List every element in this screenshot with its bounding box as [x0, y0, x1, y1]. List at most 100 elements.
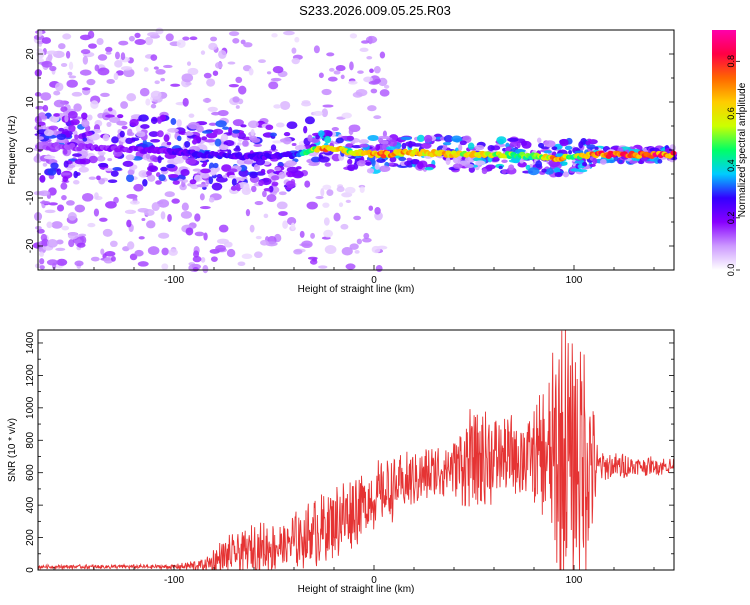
spectrogram-blob [164, 191, 175, 198]
spectrogram-blob [310, 232, 315, 239]
spectrogram-blob [185, 81, 192, 86]
spectrogram-blob [235, 76, 243, 84]
spectrogram-blob [219, 144, 229, 151]
spectrogram-blob [387, 162, 395, 166]
spectrogram-blob [42, 162, 48, 167]
spectrogram-blob [163, 134, 170, 142]
spectrogram-blob [214, 138, 222, 147]
spectrogram-blob [255, 235, 262, 240]
spectrogram-blob [79, 69, 92, 76]
spectrogram-blob [291, 57, 300, 65]
snr-y-tick-label: 0 [25, 567, 36, 573]
spectrogram-blob [157, 155, 162, 164]
spectrogram-blob [365, 161, 372, 166]
snr-series-line [37, 329, 675, 571]
spectrogram-blob [137, 261, 149, 267]
spectrogram-blob [303, 125, 308, 134]
spectrogram-blob [60, 106, 68, 113]
spectrogram-blob [570, 168, 582, 172]
spectrogram-blob [81, 87, 91, 91]
spectrogram-blob [171, 198, 180, 204]
spectrogram-blob [535, 160, 543, 168]
spectrogram-blob [498, 165, 503, 170]
spectrogram-blob [235, 105, 240, 109]
spectrogram-blob [190, 183, 199, 190]
spectrogram-blob [194, 231, 205, 237]
spectrogram-blob [290, 222, 296, 230]
spectrogram-x-label: Height of straight line (km) [298, 284, 415, 295]
colorbar: 0.0 0.2 0.4 0.6 0.8 Normalized spectral ampl… [712, 30, 748, 276]
spectrogram-blob [88, 176, 97, 180]
spectrogram-blob [156, 200, 164, 205]
spectrogram-blob [254, 200, 264, 206]
spectrogram-blob [359, 47, 369, 53]
spectrogram-blob [66, 200, 75, 206]
spectrogram-blob [527, 167, 540, 176]
spectrogram-blob [326, 52, 335, 57]
spectrogram-blob [237, 261, 246, 267]
colorbar-gradient [712, 30, 736, 270]
spectrogram-blob [538, 142, 545, 148]
spectrogram-x-tick-label: 0 [371, 275, 377, 286]
spectrogram-blob [323, 217, 330, 226]
spectrogram-blob [223, 139, 235, 147]
spectrogram-blob [501, 159, 508, 163]
spectrogram-blob [150, 138, 161, 143]
spectrogram-blob [107, 157, 113, 162]
spectrogram-blob [53, 90, 61, 96]
spectrogram-blob [232, 129, 240, 134]
spectrogram-blob [192, 168, 202, 172]
spectrogram-blob [475, 160, 486, 166]
spectrogram-blob [123, 68, 135, 78]
colorbar-ticks: 0.0 0.2 0.4 0.6 0.8 [726, 55, 740, 276]
spectrogram-blob [243, 42, 253, 48]
spectrogram-blob [310, 156, 321, 163]
spectrogram-blob [273, 104, 282, 109]
spectrogram-blob [147, 246, 160, 255]
spectrogram-blob [282, 220, 289, 229]
spectrogram-blob [355, 89, 368, 97]
spectrogram-blob [94, 192, 99, 200]
spectrogram-blob [283, 30, 295, 36]
spectrogram-blob [371, 159, 376, 167]
spectrogram-blob [323, 229, 334, 238]
spectrogram-blob [102, 133, 110, 142]
spectrogram-blob [202, 264, 209, 274]
snr-y-tick-label: 1400 [25, 331, 36, 354]
spectrogram-blob [600, 158, 607, 165]
spectrogram-blob [42, 104, 49, 112]
spectrogram-blob [326, 189, 334, 196]
spectrogram-blob [423, 134, 433, 143]
spectrogram-blob [345, 263, 356, 270]
spectrogram-x-tick-label: -100 [164, 275, 184, 286]
spectrogram-blob [145, 98, 151, 106]
spectrogram-blob [508, 159, 521, 163]
spectrogram-blob [359, 143, 369, 148]
colorbar-label: Normalized spectral amplitude [737, 82, 748, 217]
spectrogram-blob [67, 232, 79, 240]
spectrogram-blob [62, 33, 72, 40]
spectrogram-blob [374, 164, 380, 170]
spectrogram-blob [271, 175, 280, 181]
spectrogram-blob [187, 67, 199, 76]
spectrogram-blob [194, 213, 201, 222]
spectrogram-blob [551, 146, 558, 151]
spectrogram-blob [452, 163, 463, 169]
snr-x-ticks: -100 0 100 [53, 565, 655, 586]
spectrogram-blob [509, 142, 519, 148]
spectrogram-blob [207, 106, 218, 112]
spectrogram-blob [37, 29, 43, 37]
spectrogram-blob [186, 61, 192, 66]
spectrogram-blob [40, 92, 52, 101]
spectrogram-blob [104, 251, 116, 257]
spectrogram-blob [60, 62, 68, 67]
spectrogram-ridge-cell [670, 150, 677, 156]
spectrogram-blob [188, 113, 195, 118]
spectrogram-blob [237, 142, 242, 146]
spectrogram-blob [87, 30, 95, 39]
snr-y-label: SNR (10 * v/v) [7, 418, 18, 482]
spectrogram-blob [474, 144, 485, 151]
spectrogram-blob [78, 166, 89, 173]
spectrogram-blob [321, 108, 328, 118]
spectrogram-blob [544, 168, 554, 175]
